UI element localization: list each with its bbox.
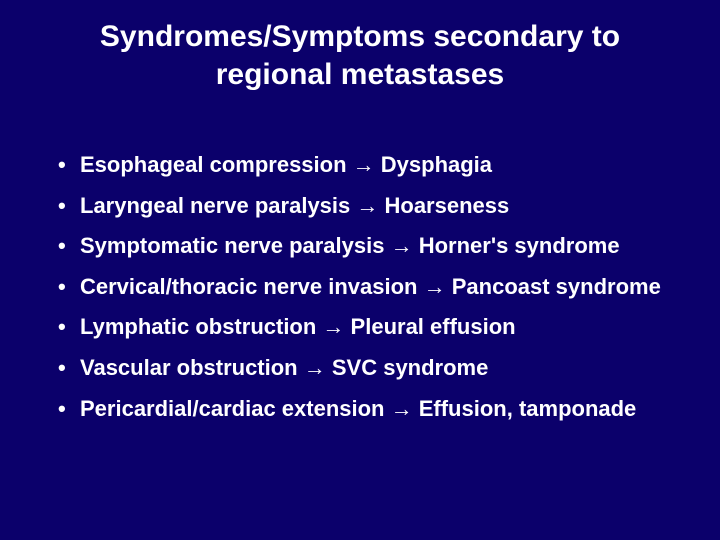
arrow-icon: → — [316, 314, 350, 339]
bullet-item: Laryngeal nerve paralysis → Hoarseness — [58, 192, 690, 221]
arrow-icon: → — [418, 274, 452, 299]
bullet-cause: Pericardial/cardiac extension — [80, 396, 385, 421]
bullet-item: Vascular obstruction → SVC syndrome — [58, 354, 690, 383]
arrow-icon: → — [384, 233, 418, 258]
bullet-list: Esophageal compression → Dysphagia Laryng… — [30, 151, 690, 423]
bullet-cause: Symptomatic nerve paralysis — [80, 233, 384, 258]
bullet-item: Pericardial/cardiac extension → Effusion… — [58, 395, 690, 424]
bullet-effect: Pleural effusion — [351, 314, 516, 339]
arrow-icon: → — [350, 193, 384, 218]
arrow-icon: → — [385, 396, 419, 421]
bullet-effect: Horner's syndrome — [419, 233, 620, 258]
bullet-cause: Esophageal compression — [80, 152, 347, 177]
bullet-cause: Lymphatic obstruction — [80, 314, 316, 339]
bullet-cause: Laryngeal nerve paralysis — [80, 193, 350, 218]
bullet-effect: Pancoast syndrome — [452, 274, 661, 299]
title-line-1: Syndromes/Symptoms secondary to — [100, 20, 620, 53]
bullet-effect: SVC syndrome — [332, 355, 489, 380]
title-line-2: regional metastases — [216, 58, 504, 91]
bullet-effect: Effusion, tamponade — [419, 396, 637, 421]
slide-title: Syndromes/Symptoms secondary to regional… — [30, 18, 690, 93]
bullet-effect: Hoarseness — [385, 193, 510, 218]
bullet-item: Symptomatic nerve paralysis → Horner's s… — [58, 232, 690, 261]
arrow-icon: → — [298, 355, 332, 380]
bullet-item: Cervical/thoracic nerve invasion → Panco… — [58, 273, 690, 302]
bullet-cause: Vascular obstruction — [80, 355, 298, 380]
slide-container: Syndromes/Symptoms secondary to regional… — [0, 0, 720, 540]
bullet-item: Lymphatic obstruction → Pleural effusion — [58, 313, 690, 342]
bullet-effect: Dysphagia — [381, 152, 492, 177]
arrow-icon: → — [347, 152, 381, 177]
bullet-cause: Cervical/thoracic nerve invasion — [80, 274, 418, 299]
bullet-item: Esophageal compression → Dysphagia — [58, 151, 690, 180]
